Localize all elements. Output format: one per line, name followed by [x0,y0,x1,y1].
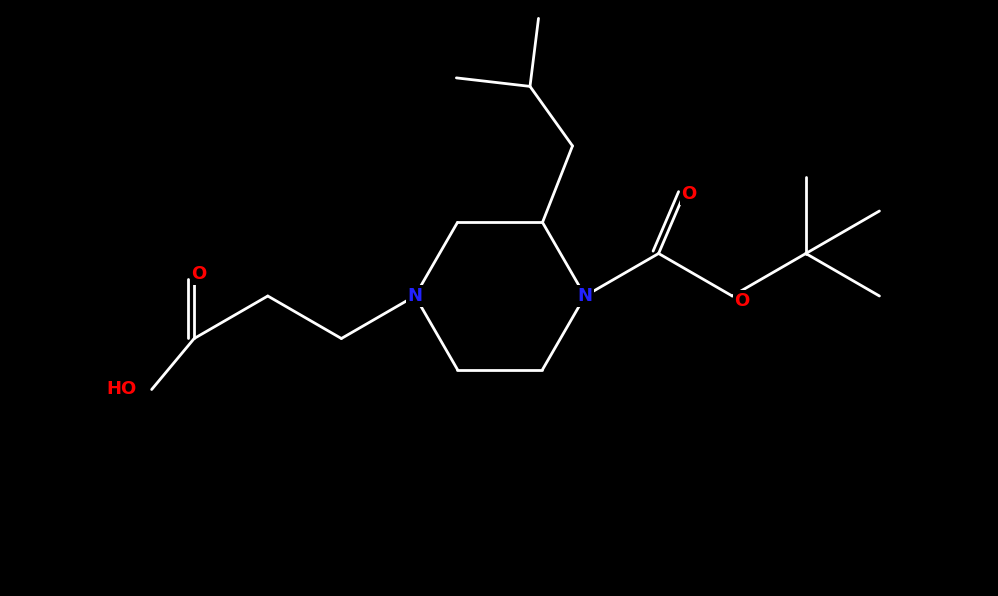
Text: O: O [735,292,749,310]
Text: N: N [578,287,593,305]
Text: HO: HO [107,380,137,399]
Text: O: O [192,265,207,283]
Text: O: O [682,185,697,203]
Text: N: N [407,287,422,305]
